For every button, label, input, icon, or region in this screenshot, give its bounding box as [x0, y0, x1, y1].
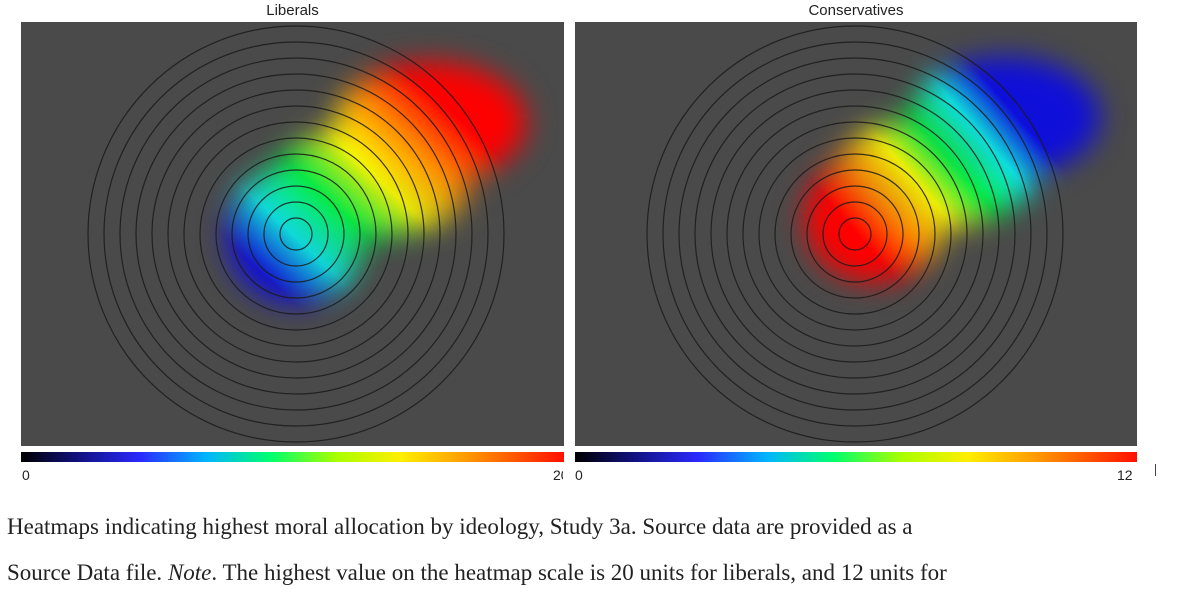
ring-12: [103, 41, 489, 427]
caption-prefix: Source Data file.: [7, 560, 168, 585]
figure-caption-line2: Source Data file. Note. The highest valu…: [7, 560, 1197, 586]
concentric-rings: [87, 25, 505, 443]
heatmap-density: [21, 22, 564, 446]
chart-title-liberals: Liberals: [266, 2, 319, 19]
heatmap-liberals: [21, 22, 564, 446]
caption-note: Note: [167, 560, 212, 585]
ring-10: [135, 73, 457, 395]
ring-2: [822, 201, 888, 267]
ring-1: [838, 217, 872, 251]
ring-1: [279, 217, 313, 251]
colorbar-max-label-conservatives: 12: [1117, 467, 1133, 483]
ring-13: [87, 25, 505, 443]
ring-4: [231, 169, 361, 299]
figure-caption-line1: Heatmaps indicating highest moral alloca…: [7, 514, 913, 539]
ring-13: [646, 25, 1064, 443]
heatmap-conservatives: [575, 22, 1137, 446]
ring-9: [710, 89, 1000, 379]
colorbar-min-label-conservatives: 0: [575, 467, 583, 483]
ring-3: [806, 185, 904, 283]
chart-title-conservatives: Conservatives: [808, 2, 904, 19]
caption-suffix: . The highest value on the heatmap scale…: [211, 560, 947, 585]
ring-4: [790, 169, 920, 299]
ring-5: [215, 153, 377, 315]
ring-12: [662, 41, 1048, 427]
ring-10: [694, 73, 1016, 395]
ring-2: [263, 201, 329, 267]
colorbar-max-label-liberals: 20: [553, 467, 563, 483]
colorbar-conservatives: [575, 452, 1137, 462]
divider: [1155, 464, 1156, 476]
colorbar-liberals: [21, 452, 564, 462]
ring-6: [199, 137, 393, 331]
ring-7: [183, 121, 409, 347]
ring-11: [119, 57, 473, 411]
colorbar-min-label-liberals: 0: [22, 467, 30, 483]
heatmap-density: [575, 22, 1137, 446]
ring-7: [742, 121, 968, 347]
ring-5: [774, 153, 936, 315]
concentric-rings: [646, 25, 1064, 443]
ring-8: [726, 105, 984, 363]
ring-11: [678, 57, 1032, 411]
ring-8: [167, 105, 425, 363]
ring-6: [758, 137, 952, 331]
ring-3: [247, 185, 345, 283]
ring-9: [151, 89, 441, 379]
